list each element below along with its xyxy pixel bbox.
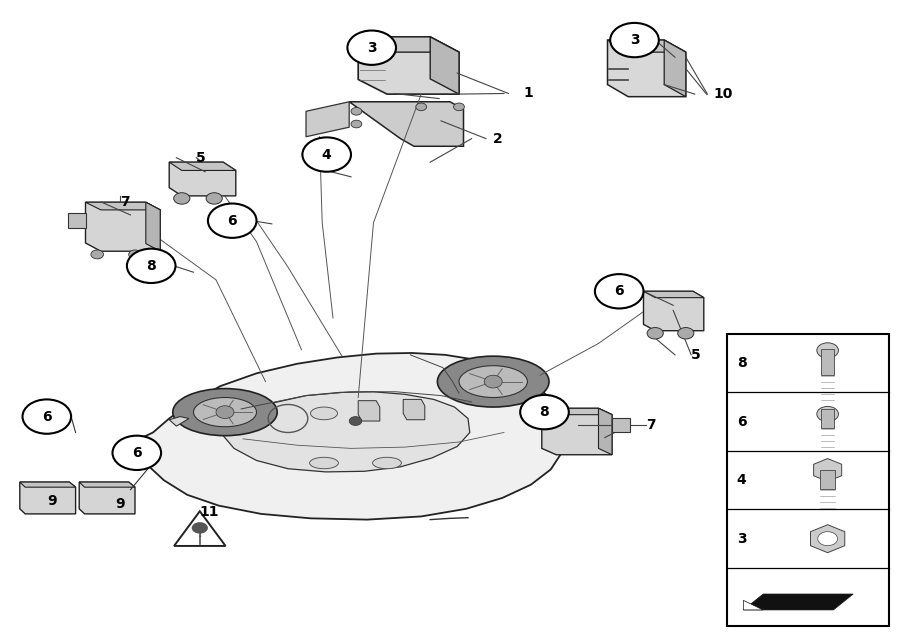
Text: 5: 5 bbox=[691, 348, 701, 362]
Bar bbox=[727, 334, 889, 626]
Bar bbox=[822, 409, 834, 428]
Circle shape bbox=[22, 399, 71, 434]
Polygon shape bbox=[220, 392, 470, 472]
Polygon shape bbox=[86, 202, 160, 210]
Circle shape bbox=[351, 120, 362, 128]
Text: 6: 6 bbox=[737, 415, 746, 429]
Circle shape bbox=[678, 328, 694, 339]
Circle shape bbox=[520, 395, 569, 429]
Polygon shape bbox=[79, 482, 135, 487]
Ellipse shape bbox=[373, 457, 401, 469]
Text: 6: 6 bbox=[132, 446, 141, 460]
Ellipse shape bbox=[194, 398, 256, 427]
Circle shape bbox=[351, 107, 362, 115]
Circle shape bbox=[192, 522, 208, 534]
Text: 4: 4 bbox=[737, 473, 746, 487]
Polygon shape bbox=[169, 162, 236, 170]
Polygon shape bbox=[349, 102, 464, 146]
Polygon shape bbox=[612, 418, 630, 432]
Circle shape bbox=[484, 375, 502, 388]
Text: 7: 7 bbox=[646, 418, 656, 432]
Polygon shape bbox=[403, 399, 425, 420]
Circle shape bbox=[595, 274, 643, 308]
Circle shape bbox=[302, 137, 351, 172]
Ellipse shape bbox=[310, 457, 338, 469]
Text: 8: 8 bbox=[737, 356, 746, 370]
Ellipse shape bbox=[310, 407, 338, 420]
Polygon shape bbox=[598, 408, 612, 455]
Polygon shape bbox=[358, 37, 459, 52]
Ellipse shape bbox=[437, 356, 549, 407]
Circle shape bbox=[817, 406, 839, 422]
Bar bbox=[821, 470, 835, 489]
Text: 6: 6 bbox=[228, 214, 237, 228]
Text: 1: 1 bbox=[524, 86, 534, 100]
Polygon shape bbox=[68, 213, 86, 228]
Circle shape bbox=[416, 103, 427, 111]
Polygon shape bbox=[608, 40, 686, 52]
Circle shape bbox=[647, 328, 663, 339]
Text: 6: 6 bbox=[42, 410, 51, 424]
Polygon shape bbox=[430, 37, 459, 94]
Text: 2: 2 bbox=[493, 132, 503, 146]
Text: 7: 7 bbox=[120, 195, 130, 209]
Polygon shape bbox=[169, 162, 236, 196]
Text: 9: 9 bbox=[115, 497, 125, 511]
Circle shape bbox=[349, 417, 362, 425]
Circle shape bbox=[610, 23, 659, 57]
Polygon shape bbox=[146, 202, 160, 251]
Polygon shape bbox=[20, 482, 76, 487]
Text: !: ! bbox=[198, 529, 202, 539]
Polygon shape bbox=[743, 594, 853, 610]
Polygon shape bbox=[542, 408, 612, 415]
Text: 4: 4 bbox=[322, 148, 331, 162]
Text: 11: 11 bbox=[200, 505, 220, 519]
Circle shape bbox=[347, 31, 396, 65]
Circle shape bbox=[206, 193, 222, 204]
Circle shape bbox=[454, 103, 464, 111]
Polygon shape bbox=[608, 40, 686, 97]
Text: 5: 5 bbox=[196, 151, 206, 165]
Circle shape bbox=[112, 436, 161, 470]
Polygon shape bbox=[358, 37, 459, 94]
Polygon shape bbox=[306, 102, 349, 137]
Bar bbox=[822, 349, 834, 375]
Circle shape bbox=[817, 343, 839, 358]
Polygon shape bbox=[174, 511, 226, 546]
Text: 3: 3 bbox=[367, 41, 376, 55]
Polygon shape bbox=[644, 291, 704, 331]
Polygon shape bbox=[542, 408, 612, 455]
Text: 8: 8 bbox=[540, 405, 549, 419]
Circle shape bbox=[129, 250, 141, 259]
Circle shape bbox=[174, 193, 190, 204]
Circle shape bbox=[208, 204, 256, 238]
Polygon shape bbox=[358, 401, 380, 421]
Circle shape bbox=[127, 249, 176, 283]
Text: 9: 9 bbox=[47, 494, 57, 508]
Polygon shape bbox=[20, 482, 76, 514]
Polygon shape bbox=[644, 291, 704, 298]
Text: 10: 10 bbox=[714, 87, 734, 101]
Polygon shape bbox=[133, 353, 565, 520]
Ellipse shape bbox=[173, 389, 277, 436]
Ellipse shape bbox=[459, 366, 527, 398]
Polygon shape bbox=[664, 40, 686, 97]
Polygon shape bbox=[86, 202, 160, 251]
Polygon shape bbox=[743, 600, 763, 610]
Circle shape bbox=[91, 250, 104, 259]
Polygon shape bbox=[79, 482, 135, 514]
Text: 3: 3 bbox=[630, 33, 639, 47]
Text: 3: 3 bbox=[737, 532, 746, 546]
Circle shape bbox=[818, 532, 838, 546]
Text: 8: 8 bbox=[147, 259, 156, 273]
Circle shape bbox=[216, 406, 234, 418]
Text: 6: 6 bbox=[615, 284, 624, 298]
Polygon shape bbox=[169, 417, 189, 426]
